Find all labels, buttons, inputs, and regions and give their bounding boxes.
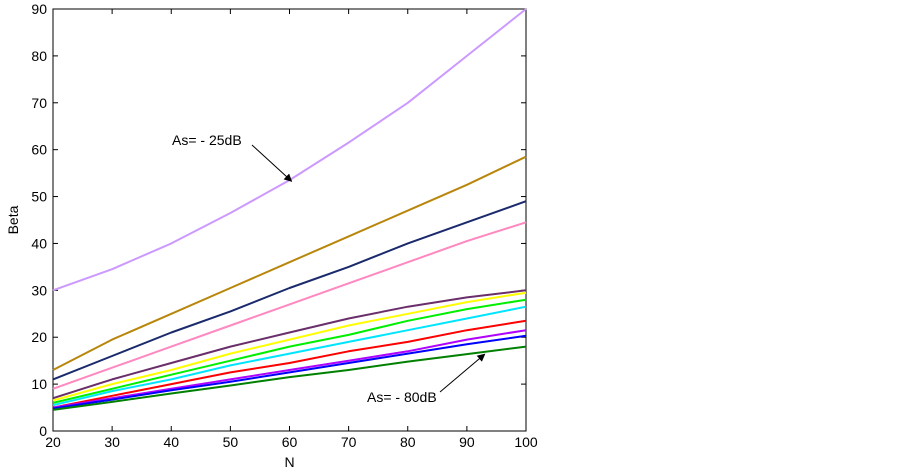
series-lines (52, 8, 527, 411)
series-line-3 (52, 200, 527, 381)
y-tick-label: 80 (31, 48, 47, 64)
y-tick-label: 90 (31, 1, 47, 17)
y-tick-label: 50 (31, 189, 47, 205)
x-tick-label: 100 (514, 434, 538, 450)
y-tick-label: 60 (31, 142, 47, 158)
series-line-8 (52, 305, 527, 407)
y-tick-label: 10 (31, 376, 47, 392)
plot-area (52, 8, 527, 432)
series-line-10 (52, 329, 527, 409)
series-line-12 (52, 345, 527, 411)
series-line-6 (52, 291, 527, 402)
x-tick-label: 60 (282, 434, 298, 450)
x-tick-label: 80 (400, 434, 416, 450)
series-line-4 (52, 221, 527, 390)
series-line-7 (52, 298, 527, 404)
series-line-9 (52, 319, 527, 409)
y-tick-label: 20 (31, 329, 47, 345)
annotations: As= - 25dB As= - 80dB (172, 132, 486, 405)
y-tick-label: 0 (39, 423, 47, 439)
annotation-arrow-25db (251, 144, 293, 182)
annotation-label-80db: As= - 80dB (367, 389, 437, 405)
x-tick-label: 50 (223, 434, 239, 450)
x-tick-label: 30 (104, 434, 120, 450)
series-line-5 (52, 289, 527, 400)
x-axis-label: N (284, 454, 294, 470)
y-tick-label: 40 (31, 235, 47, 251)
y-axis-label: Beta (5, 205, 21, 234)
series-line-2 (52, 155, 527, 371)
y-tick-label: 70 (31, 95, 47, 111)
series-line-11 (52, 334, 527, 410)
x-tick-label: 40 (163, 434, 179, 450)
x-tick-label: 90 (459, 434, 475, 450)
annotation-arrow-80db (439, 353, 486, 393)
x-tick-label: 20 (45, 434, 61, 450)
annotation-label-25db: As= - 25dB (172, 132, 242, 148)
x-tick-label: 70 (341, 434, 357, 450)
y-tick-label: 30 (31, 282, 47, 298)
axis-ticks: 20 30 40 50 60 70 80 90 100 0 10 20 30 40 50 60 70 80 90 (31, 1, 537, 450)
